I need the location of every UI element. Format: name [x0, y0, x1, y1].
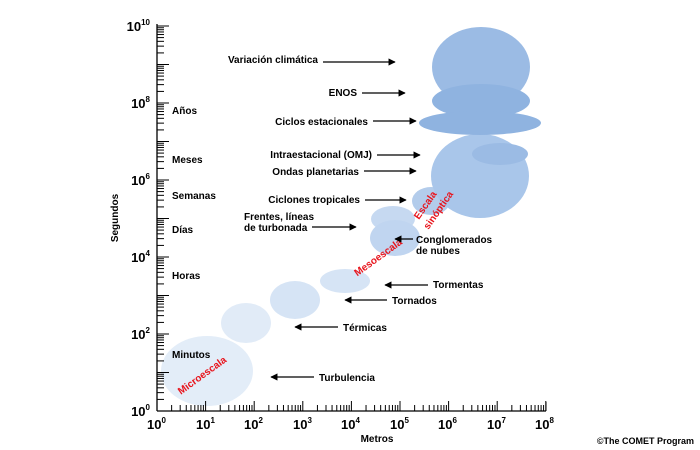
y-tick-label: 106 [131, 172, 150, 188]
bubble-ciclos [419, 111, 541, 135]
bubble-tormentas [320, 269, 370, 293]
time-label-meses: Meses [172, 155, 203, 166]
y-tick-label: 108 [131, 95, 150, 111]
label-ciclones-tropicales: Ciclones tropicales [268, 195, 360, 206]
x-axis-ticks [156, 401, 547, 411]
x-tick-label: 101 [196, 416, 215, 432]
x-tick-label: 107 [487, 416, 506, 432]
bubble-enos [432, 84, 530, 118]
y-axis-ticks [157, 25, 169, 412]
x-tick-label: 104 [341, 416, 360, 432]
bubble-tornados [270, 281, 320, 319]
y-tick-label: 100 [131, 403, 150, 419]
label-intraestacional: Intraestacional (OMJ) [270, 150, 372, 161]
x-tick-label: 100 [147, 416, 166, 432]
y-tick-label: 1010 [127, 18, 151, 34]
time-label-horas: Horas [172, 271, 201, 282]
label-conglomerados-1: Conglomerados [416, 235, 493, 246]
bubble-termicas [221, 303, 271, 343]
label-variacion-climatica: Variación climática [228, 55, 318, 66]
label-ondas-planetarias: Ondas planetarias [272, 167, 359, 178]
bubble-turbulencia [161, 336, 253, 406]
phenomena: Variación climática ENOS Ciclos estacion… [228, 55, 493, 384]
label-termicas: Térmicas [343, 323, 387, 334]
time-labels: Años Meses Semanas Días Horas Minutos [172, 106, 216, 361]
x-tick-label: 106 [438, 416, 457, 432]
y-axis-title: Segundos [110, 193, 121, 242]
copyright: ©The COMET Program [597, 436, 694, 446]
label-turbulencia: Turbulencia [319, 373, 375, 384]
x-tick-label: 105 [390, 416, 409, 432]
label-tornados: Tornados [392, 296, 437, 307]
time-label-semanas: Semanas [172, 191, 216, 202]
time-label-dias: Días [172, 225, 194, 236]
bubbles [161, 27, 541, 406]
label-tormentas: Tormentas [433, 280, 484, 291]
axes [156, 24, 547, 412]
label-enos: ENOS [329, 88, 358, 99]
y-tick-labels: 100 102 104 106 108 1010 [127, 18, 151, 419]
label-frentes-1: Frentes, líneas [244, 212, 314, 223]
label-ciclos-estacionales: Ciclos estacionales [275, 117, 368, 128]
x-tick-label: 102 [244, 416, 263, 432]
label-frentes-2: de turbonada [244, 223, 308, 234]
bubble-omj [472, 143, 528, 165]
y-tick-label: 102 [131, 326, 150, 342]
x-axis-title: Metros [361, 434, 394, 445]
label-conglomerados-2: de nubes [416, 246, 460, 257]
time-label-minutos: Minutos [172, 350, 211, 361]
x-tick-labels: 100 101 102 103 104 105 106 107 108 [147, 416, 554, 432]
x-tick-label: 103 [293, 416, 312, 432]
y-tick-label: 104 [131, 249, 150, 265]
x-tick-label: 108 [535, 416, 554, 432]
time-label-anos: Años [172, 106, 197, 117]
